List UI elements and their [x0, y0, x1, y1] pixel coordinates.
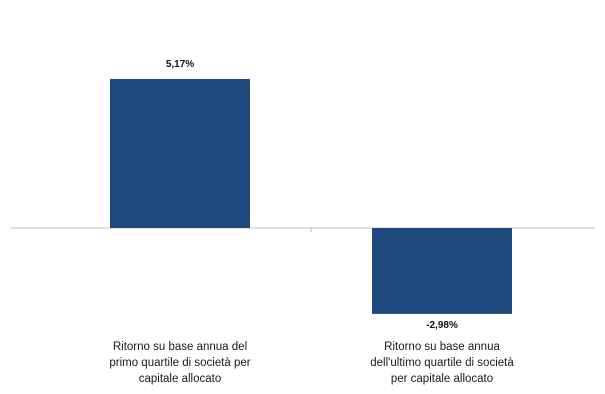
labels-layer: 5,17% Ritorno su base annua del primo quar… — [109, 59, 514, 385]
category-label-2: Ritorno su base annua dell'ultimo quartil… — [370, 341, 514, 385]
category-label-line: Ritorno su base annua — [384, 341, 500, 353]
category-label-line: primo quartile di società per — [109, 357, 250, 369]
bars-layer — [110, 79, 512, 314]
data-label-1: 5,17% — [166, 59, 194, 70]
category-label-line: Ritorno su base annua del — [113, 341, 247, 353]
data-label-2: -2,98% — [426, 320, 458, 331]
bar-2 — [372, 228, 512, 314]
category-label-line: capitale allocato — [139, 373, 221, 385]
category-label-1: Ritorno su base annua del primo quartile … — [109, 341, 250, 385]
category-label-line: dell'ultimo quartile di società — [370, 357, 514, 369]
bar-1 — [110, 79, 250, 228]
category-label-line: per capitale allocato — [391, 373, 493, 385]
